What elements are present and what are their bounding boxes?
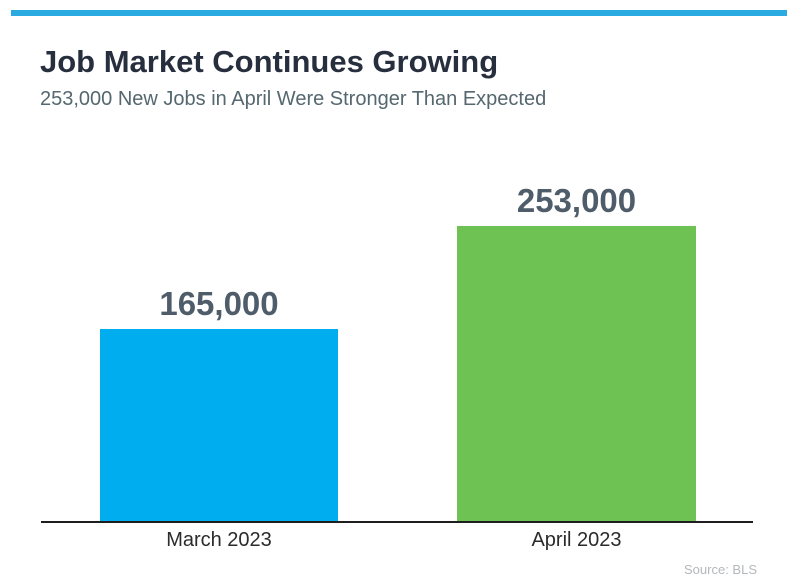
bar-march-2023 xyxy=(100,329,338,521)
accent-stripe xyxy=(11,10,787,16)
x-tick-label-april: April 2023 xyxy=(531,529,622,551)
bar-group-march-2023: 165,000 xyxy=(100,287,338,521)
bar-april-2023 xyxy=(457,226,696,521)
x-axis-line xyxy=(41,521,753,523)
bar-value-label-april: 253,000 xyxy=(516,182,637,220)
bar-group-april-2023: 253,000 xyxy=(457,184,696,521)
x-tick-label-march: March 2023 xyxy=(166,529,272,551)
source-attribution: Source: BLS xyxy=(684,562,757,577)
chart-subtitle: 253,000 New Jobs in April Were Stronger … xyxy=(40,88,547,110)
bar-value-label-march: 165,000 xyxy=(159,285,279,323)
chart-title: Job Market Continues Growing xyxy=(40,44,499,79)
